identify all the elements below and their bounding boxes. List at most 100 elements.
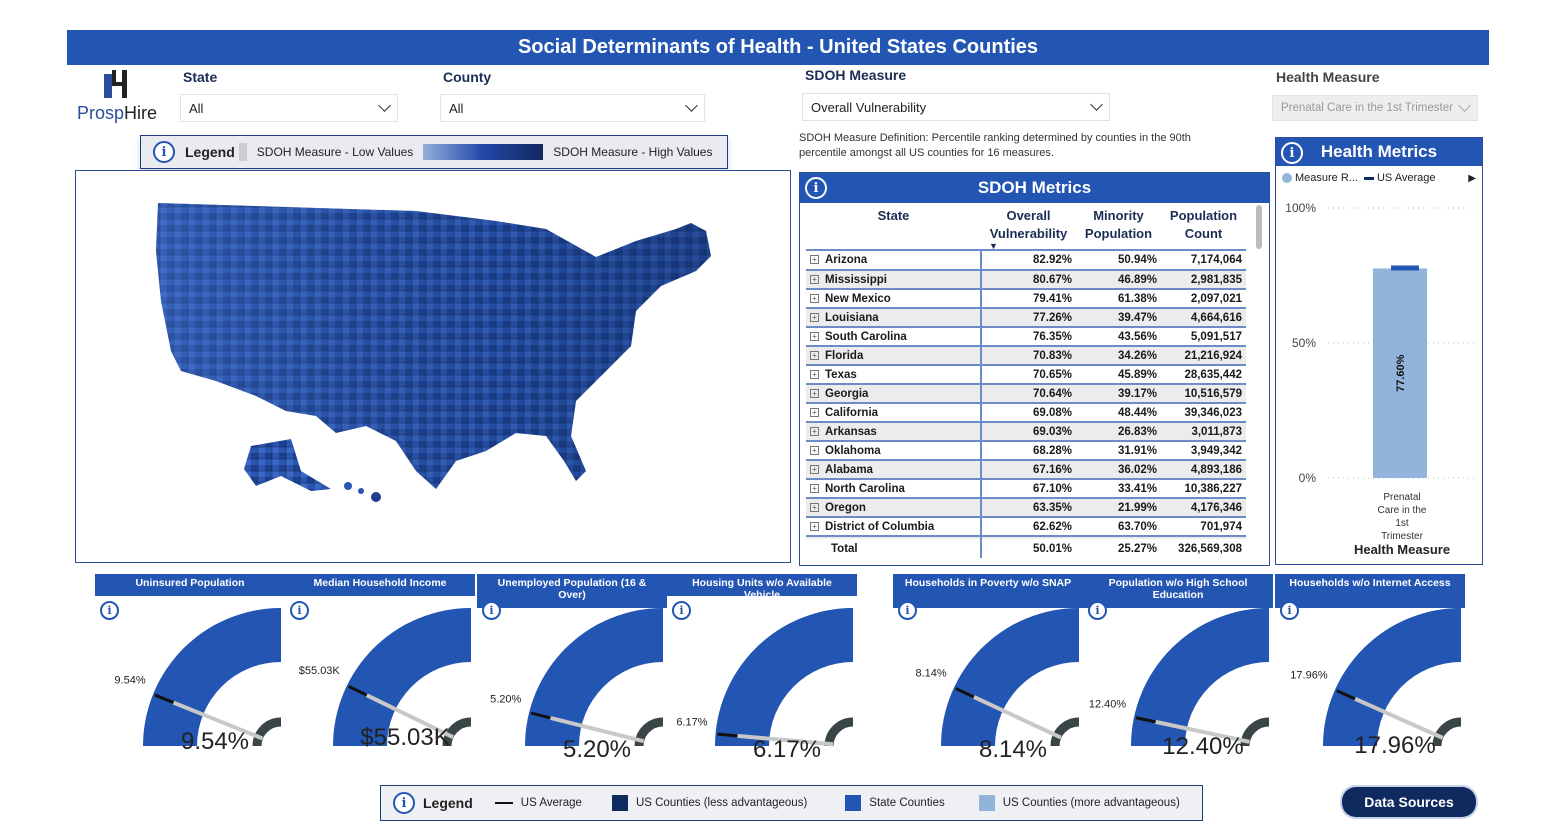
expand-icon[interactable]: + bbox=[810, 445, 819, 455]
table-row[interactable]: + Oklahoma 68.28% 31.91% 3,949,342 bbox=[806, 441, 1246, 461]
county-map[interactable] bbox=[75, 170, 791, 563]
chevron-down-icon bbox=[378, 99, 391, 112]
table-body-viewport[interactable]: + Arizona 82.92% 50.94% 7,174,064 + Mississipp… bbox=[806, 249, 1246, 539]
expand-icon[interactable]: + bbox=[810, 426, 819, 436]
info-icon[interactable]: i bbox=[100, 601, 119, 620]
y-tick-label: 0% bbox=[1299, 471, 1317, 485]
info-icon[interactable]: i bbox=[1281, 142, 1303, 164]
sdoh-measure-value: Overall Vulnerability bbox=[811, 99, 927, 115]
cell-state: + Mississippi bbox=[806, 270, 982, 290]
info-icon[interactable]: i bbox=[393, 792, 415, 814]
table-row[interactable]: + Louisiana 77.26% 39.47% 4,664,616 bbox=[806, 308, 1246, 328]
legend-us-average[interactable]: US Average bbox=[1376, 172, 1436, 184]
us-average-label: 17.96% bbox=[1290, 670, 1328, 682]
table-scrollbar[interactable] bbox=[1256, 205, 1262, 249]
sdoh-measure-dropdown[interactable]: Overall Vulnerability bbox=[802, 93, 1110, 121]
us-average-label: 8.14% bbox=[915, 667, 946, 679]
expand-icon[interactable]: + bbox=[810, 521, 819, 531]
more-advantageous-swatch bbox=[978, 795, 995, 811]
state-name: District of Columbia bbox=[825, 520, 935, 533]
info-icon[interactable]: i bbox=[290, 601, 309, 620]
contiguous-us-shape[interactable] bbox=[156, 203, 711, 489]
x-category-label: Care in the bbox=[1378, 505, 1427, 516]
table-row[interactable]: + Arizona 82.92% 50.94% 7,174,064 bbox=[806, 251, 1246, 271]
expand-icon[interactable]: + bbox=[810, 388, 819, 398]
col-header-state[interactable]: State bbox=[877, 208, 910, 223]
expand-icon[interactable]: + bbox=[810, 255, 819, 265]
table-row[interactable]: + North Carolina 67.10% 33.41% 10,386,227 bbox=[806, 479, 1246, 499]
expand-icon[interactable]: + bbox=[810, 369, 819, 379]
info-icon[interactable]: i bbox=[1280, 601, 1299, 620]
cell-population-count: 2,097,021 bbox=[1161, 289, 1246, 309]
gauge-card: Population w/o High School Education i 12… bbox=[1083, 574, 1273, 760]
col-header-population-count[interactable]: Population Count bbox=[1169, 208, 1238, 241]
legend-measure[interactable]: Measure R... bbox=[1295, 172, 1358, 184]
chevron-down-icon bbox=[1090, 98, 1103, 111]
table-row[interactable]: +Delaware61.55%37.47%967,679 bbox=[806, 536, 1246, 539]
state-value: All bbox=[189, 100, 204, 116]
cell-minority-population: 61.38% bbox=[1076, 289, 1161, 309]
expand-icon[interactable]: + bbox=[810, 312, 819, 322]
table-row[interactable]: + Georgia 70.64% 39.17% 10,516,579 bbox=[806, 384, 1246, 404]
info-icon[interactable]: i bbox=[898, 601, 917, 620]
gauge-chart: 12.40% bbox=[1089, 608, 1270, 747]
state-name: California bbox=[825, 406, 879, 419]
info-icon[interactable]: i bbox=[153, 141, 175, 163]
table-row[interactable]: + Alabama 67.16% 36.02% 4,893,186 bbox=[806, 460, 1246, 480]
info-icon[interactable]: i bbox=[805, 177, 827, 199]
col-header-minority-population[interactable]: Minority Population bbox=[1084, 208, 1153, 241]
logo-text-hire: Hire bbox=[124, 103, 158, 123]
cell-overall-vulnerability: 70.64% bbox=[981, 384, 1076, 404]
expand-icon[interactable]: + bbox=[810, 502, 819, 512]
state-dropdown[interactable]: All bbox=[180, 94, 398, 122]
gauge-value: 9.54% bbox=[180, 728, 250, 755]
legend-next-arrow-icon[interactable]: ▶ bbox=[1468, 172, 1476, 184]
info-icon[interactable]: i bbox=[482, 601, 501, 620]
expand-icon[interactable]: + bbox=[810, 350, 819, 360]
expand-icon[interactable]: + bbox=[810, 407, 819, 417]
table-row[interactable]: + Arkansas 69.03% 26.83% 3,011,873 bbox=[806, 422, 1246, 442]
gauge-arc bbox=[941, 608, 1079, 746]
gauge-value: $55.03K bbox=[360, 724, 450, 751]
col-header-overall-vulnerability[interactable]: Overall Vulnerability ▼ bbox=[981, 203, 1076, 251]
cell-population-count: 39,346,023 bbox=[1161, 403, 1246, 423]
alaska-shape[interactable] bbox=[244, 439, 331, 491]
data-sources-button[interactable]: Data Sources bbox=[1342, 787, 1476, 817]
health-measure-dropdown[interactable]: Prenatal Care in the 1st Trimester bbox=[1272, 95, 1478, 121]
cell-population-count: 4,664,616 bbox=[1161, 308, 1246, 328]
cell-state: + Florida bbox=[806, 346, 982, 366]
info-icon[interactable]: i bbox=[672, 601, 691, 620]
expand-icon[interactable]: + bbox=[810, 293, 819, 303]
table-row[interactable]: + District of Columbia 62.62% 63.70% 701,974 bbox=[806, 517, 1246, 537]
cell-minority-population: 37.47% bbox=[1076, 536, 1161, 539]
table-row[interactable]: + New Mexico 79.41% 61.38% 2,097,021 bbox=[806, 289, 1246, 309]
state-name: Georgia bbox=[825, 387, 869, 400]
state-name: Louisiana bbox=[825, 311, 879, 324]
expand-icon[interactable]: + bbox=[810, 464, 819, 474]
gauge-needle bbox=[973, 695, 1062, 740]
cell-overall-vulnerability: 69.08% bbox=[981, 403, 1076, 423]
expand-icon[interactable]: + bbox=[810, 483, 819, 493]
table-row[interactable]: + Oregon 63.35% 21.99% 4,176,346 bbox=[806, 498, 1246, 518]
total-minority-population: 25.27% bbox=[1117, 542, 1157, 555]
table-row[interactable]: + Mississippi 80.67% 46.89% 2,981,835 bbox=[806, 270, 1246, 290]
table-row[interactable]: + Texas 70.65% 45.89% 28,635,442 bbox=[806, 365, 1246, 385]
cell-overall-vulnerability: 62.62% bbox=[981, 517, 1076, 537]
x-axis-title: Health Measure bbox=[1354, 542, 1450, 557]
table-row[interactable]: + Florida 70.83% 34.26% 21,216,924 bbox=[806, 346, 1246, 366]
table-row[interactable]: + South Carolina 76.35% 43.56% 5,091,517 bbox=[806, 327, 1246, 347]
gauge-chart: 17.96% bbox=[1290, 608, 1462, 747]
gauge-arc bbox=[525, 608, 663, 746]
table-row[interactable]: + California 69.08% 48.44% 39,346,023 bbox=[806, 403, 1246, 423]
cell-state: + Arkansas bbox=[806, 422, 982, 442]
info-icon[interactable]: i bbox=[1088, 601, 1107, 620]
cell-state: + District of Columbia bbox=[806, 517, 982, 537]
expand-icon[interactable]: + bbox=[810, 274, 819, 284]
cell-state: + South Carolina bbox=[806, 327, 982, 347]
x-category-label: Prenatal bbox=[1383, 492, 1420, 503]
measure-legend-dot bbox=[1282, 173, 1292, 183]
county-dropdown[interactable]: All bbox=[440, 94, 705, 122]
gauge-chart: 6.17% bbox=[676, 608, 854, 747]
expand-icon[interactable]: + bbox=[810, 331, 819, 341]
hawaii-shape[interactable] bbox=[344, 482, 381, 502]
